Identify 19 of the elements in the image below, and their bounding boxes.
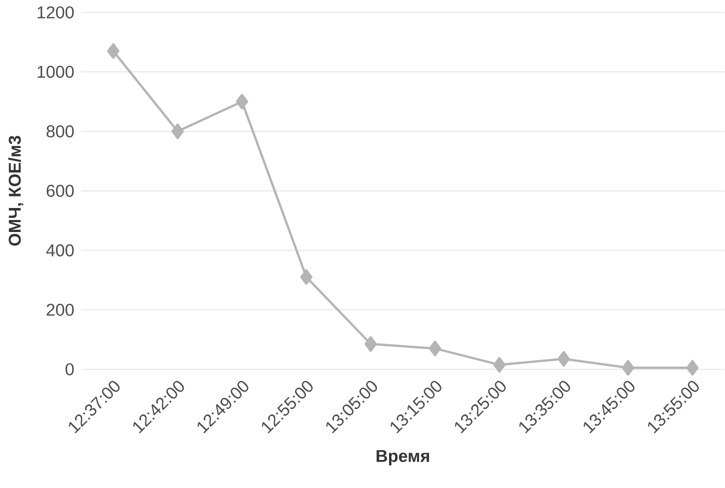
point (172, 123, 184, 140)
point (107, 43, 120, 59)
point (236, 94, 248, 110)
point (364, 336, 377, 352)
point (493, 356, 506, 372)
point (558, 350, 570, 367)
x-axis-title: Время (376, 450, 430, 466)
y-axis-title: ОМЧ, КОЕ/м3 (8, 136, 24, 246)
point (428, 340, 442, 356)
y-tick-label: 1200 (38, 6, 74, 18)
y-tick-label: 400 (46, 244, 74, 256)
point (622, 360, 634, 376)
y-tick-label: 600 (46, 184, 74, 197)
point (300, 269, 312, 285)
y-tick-label: 800 (46, 125, 74, 138)
y-tick-label: 1000 (38, 66, 74, 78)
y-tick-label: 0 (66, 363, 74, 376)
y-tick-label: 200 (46, 304, 74, 316)
point (686, 360, 699, 376)
